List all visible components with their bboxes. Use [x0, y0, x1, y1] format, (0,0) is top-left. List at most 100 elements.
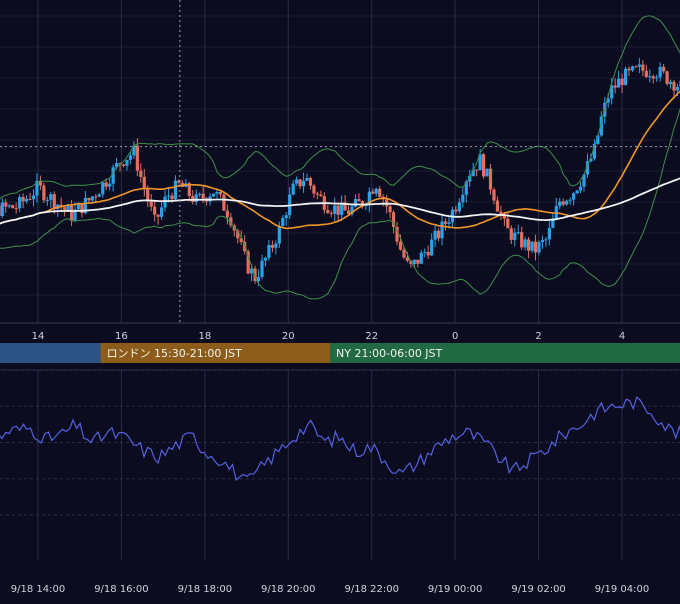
candle-up	[544, 239, 547, 240]
candle-up	[212, 194, 215, 197]
candle-down	[312, 186, 315, 194]
candle-up	[101, 182, 104, 194]
candle-up	[333, 205, 336, 213]
session-bar-0[interactable]	[0, 343, 101, 363]
date-axis-label: 9/19 04:00	[595, 584, 649, 595]
candle-down	[641, 65, 644, 71]
candle-down	[506, 219, 509, 228]
candle-up	[461, 195, 464, 203]
candle-down	[389, 206, 392, 212]
session-label: NY 21:00-06:00 JST	[336, 347, 443, 360]
candle-down	[150, 201, 153, 206]
candle-down	[527, 239, 530, 250]
candle-up	[423, 252, 426, 253]
x-tick-label: 22	[365, 331, 378, 342]
candle-up	[112, 167, 115, 183]
candle-down	[634, 66, 637, 67]
candle-down	[475, 170, 478, 171]
candle-up	[655, 77, 658, 78]
candle-up	[292, 184, 295, 195]
candle-up	[638, 65, 641, 67]
candle-up	[125, 160, 128, 166]
candle-down	[399, 242, 402, 250]
date-axis-label: 9/18 20:00	[261, 584, 315, 595]
candle-down	[357, 199, 360, 201]
candle-up	[579, 187, 582, 191]
candle-up	[354, 199, 357, 206]
candle-down	[645, 71, 648, 77]
candle-down	[337, 205, 340, 214]
candle-up	[575, 191, 578, 194]
candle-down	[122, 164, 125, 165]
candle-up	[129, 155, 132, 159]
candle-down	[444, 222, 447, 224]
candle-down	[416, 260, 419, 264]
candle-up	[420, 253, 423, 264]
candle-down	[202, 194, 205, 199]
candle-down	[330, 213, 333, 214]
candle-down	[482, 154, 485, 176]
candle-up	[447, 222, 450, 224]
candle-up	[260, 261, 263, 277]
candle-up	[8, 205, 11, 206]
date-axis-label: 9/18 22:00	[344, 584, 398, 595]
candle-down	[454, 210, 457, 212]
candle-down	[652, 76, 655, 78]
candle-down	[219, 192, 222, 194]
candle-up	[267, 245, 270, 258]
candle-down	[402, 250, 405, 258]
candle-down	[406, 257, 409, 260]
candle-down	[492, 190, 495, 201]
candle-up	[548, 228, 551, 239]
candle-up	[160, 207, 163, 216]
candle-up	[195, 194, 198, 202]
candle-up	[108, 184, 111, 187]
candle-up	[659, 67, 662, 78]
candle-down	[53, 194, 56, 209]
candle-down	[520, 232, 523, 247]
candle-down	[94, 197, 97, 198]
x-tick-label: 20	[282, 331, 295, 342]
candle-down	[105, 182, 108, 186]
candle-up	[524, 239, 527, 247]
candle-down	[662, 67, 665, 72]
candle-down	[170, 196, 173, 199]
candle-up	[302, 181, 305, 186]
candle-up	[537, 242, 540, 252]
candle-up	[440, 222, 443, 239]
x-tick-label: 16	[115, 331, 128, 342]
candle-up	[91, 197, 94, 201]
candle-down	[139, 171, 142, 177]
candle-down	[489, 169, 492, 190]
candle-down	[326, 210, 329, 213]
candle-up	[18, 197, 21, 208]
candle-down	[319, 195, 322, 197]
candle-down	[157, 215, 160, 217]
candle-down	[665, 71, 668, 84]
date-axis-label: 9/18 14:00	[11, 584, 65, 595]
candle-up	[617, 79, 620, 88]
x-tick-label: 0	[452, 331, 458, 342]
candle-down	[4, 202, 7, 206]
candle-up	[541, 240, 544, 242]
candle-down	[153, 207, 156, 215]
candle-up	[295, 179, 298, 183]
candle-down	[226, 211, 229, 218]
candle-up	[278, 226, 281, 244]
candle-down	[63, 207, 66, 210]
candle-up	[458, 202, 461, 211]
candle-down	[87, 198, 90, 200]
x-tick-label: 14	[32, 331, 45, 342]
candle-up	[174, 181, 177, 199]
date-axis-label: 9/19 02:00	[511, 584, 565, 595]
candle-up	[485, 169, 488, 177]
candle-up	[434, 231, 437, 240]
candle-down	[437, 231, 440, 239]
candle-down	[28, 199, 31, 200]
candle-down	[222, 194, 225, 210]
candle-up	[215, 192, 218, 194]
candle-up	[631, 66, 634, 70]
candle-up	[565, 201, 568, 205]
